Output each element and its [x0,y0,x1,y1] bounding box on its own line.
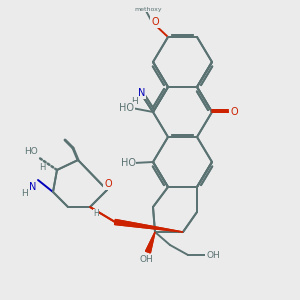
Text: O: O [151,17,159,27]
Text: H: H [39,164,45,172]
Text: H: H [93,209,99,218]
Polygon shape [115,220,183,232]
Polygon shape [146,232,155,253]
Text: HO: HO [121,158,136,168]
Text: OH: OH [139,256,153,265]
Text: methoxy: methoxy [134,7,162,11]
Text: O: O [230,107,238,117]
Text: H: H [22,188,28,197]
Text: H: H [132,97,138,106]
Text: HO: HO [119,103,134,113]
Text: N: N [29,182,37,192]
Text: OH: OH [206,250,220,260]
Polygon shape [146,232,155,253]
Polygon shape [115,220,183,232]
Text: N: N [138,88,146,98]
Text: O: O [104,179,112,189]
Text: HO: HO [24,148,38,157]
